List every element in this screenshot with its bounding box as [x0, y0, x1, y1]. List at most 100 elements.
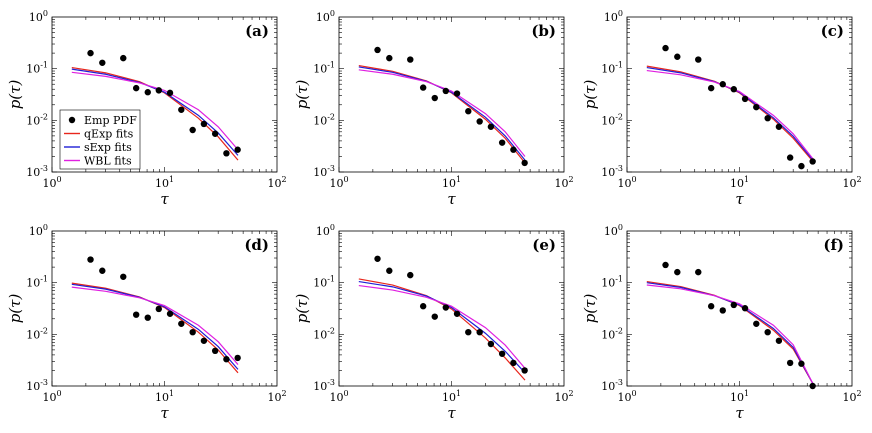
emp-pdf-point	[189, 126, 196, 134]
emp-pdf-point	[662, 261, 669, 269]
emp-pdf-point	[132, 84, 140, 92]
panel-b: 100 101 102 10-3 10-2 10-1 100 τ p(τ) (b)	[293, 9, 574, 208]
y-tick-label: 10-1	[313, 61, 335, 76]
emp-pdf-point	[453, 310, 461, 317]
y-axis-label: p(τ)	[581, 80, 599, 110]
axes-box	[51, 230, 278, 387]
y-tick-label: 10-3	[313, 378, 335, 393]
emp-pdf-point	[132, 311, 140, 318]
fit-line-qexp	[71, 282, 239, 374]
y-tick-label: 10-3	[26, 378, 48, 393]
x-tick-label: 102	[267, 175, 286, 190]
emp-pdf-point	[707, 303, 715, 310]
emp-pdf-point	[99, 59, 106, 66]
emp-pdf-point	[166, 310, 174, 317]
emp-pdf-point	[87, 49, 94, 57]
emp-pdf-point	[775, 123, 783, 130]
emp-pdf-point	[476, 328, 483, 336]
emp-pdf-point	[453, 90, 461, 97]
emp-pdf-point	[730, 301, 738, 309]
emp-pdf-point	[719, 81, 726, 88]
fit-line-sexp	[358, 280, 526, 374]
axis-ticks	[626, 17, 852, 173]
legend-entry: Emp PDF	[84, 114, 137, 127]
x-tick-label: 102	[554, 175, 573, 190]
emp-pdf-point	[120, 54, 127, 62]
emp-pdf-point	[510, 359, 517, 367]
x-tick-label: 101	[155, 389, 174, 404]
emp-pdf-point	[487, 340, 495, 348]
emp-pdf-point	[764, 328, 771, 336]
x-tick-label: 101	[442, 389, 461, 404]
emp-pdf-point	[155, 305, 163, 313]
y-tick-label: 10-1	[26, 61, 48, 76]
panel-a: 100 101 102 10-3 10-2 10-1 100 τ p(τ) (a) Emp PDFq…	[6, 9, 287, 208]
legend-entry: WBL fits	[84, 155, 132, 168]
x-tick-label: 100	[42, 175, 61, 190]
emp-pdf-point	[775, 337, 783, 344]
panel-label: (c)	[821, 22, 844, 40]
emp-pdf-point	[465, 328, 472, 336]
emp-pdf-points	[662, 44, 816, 170]
x-axis-label: τ	[447, 190, 456, 208]
emp-pdf-point	[498, 139, 506, 146]
panel-label: (d)	[244, 236, 269, 254]
y-tick-label: 10-3	[601, 378, 623, 393]
x-tick-label: 102	[842, 389, 861, 404]
y-tick-label: 10-1	[601, 275, 623, 290]
emp-pdf-points	[87, 49, 241, 157]
y-tick-label: 10-1	[601, 61, 623, 76]
emp-pdf-point	[211, 347, 219, 355]
emp-pdf-point	[374, 255, 381, 262]
panel-label: (f)	[823, 236, 844, 254]
emp-pdf-point	[120, 273, 127, 280]
axis-ticks	[626, 231, 852, 387]
x-tick-label: 100	[329, 175, 348, 190]
emp-pdf-point	[431, 313, 438, 320]
y-tick-label: 10-2	[26, 326, 48, 341]
y-tick-label: 10-1	[313, 275, 335, 290]
fit-line-wbl	[646, 69, 814, 160]
emp-pdf-point	[764, 114, 771, 122]
axis-ticks	[338, 17, 564, 173]
emp-pdf-point	[498, 350, 506, 357]
axis-ticks	[51, 17, 277, 173]
x-tick-label: 100	[42, 389, 61, 404]
emp-pdf-point	[234, 146, 241, 153]
emp-pdf-point	[476, 118, 483, 125]
y-tick-label: 100	[316, 223, 335, 238]
panel-d: 100 101 102 10-3 10-2 10-1 100 τ p(τ) (d)	[6, 223, 287, 422]
emp-pdf-point	[695, 268, 702, 276]
emp-pdf-point	[178, 320, 185, 327]
x-axis-label: τ	[160, 404, 169, 422]
panel-c: 100 101 102 10-3 10-2 10-1 100 τ p(τ) (c)	[581, 9, 862, 208]
y-tick-label: 100	[316, 9, 335, 24]
emp-pdf-point	[223, 356, 230, 363]
fit-line-qexp	[646, 65, 814, 162]
emp-pdf-point	[487, 123, 495, 130]
y-tick-label: 100	[604, 223, 623, 238]
emp-pdf-point	[374, 46, 381, 54]
y-tick-label: 100	[604, 9, 623, 24]
panel-e: 100 101 102 10-3 10-2 10-1 100 τ p(τ) (e)	[293, 223, 574, 422]
fit-line-sexp	[71, 283, 239, 370]
y-axis-label: p(τ)	[6, 294, 24, 324]
y-tick-label: 10-3	[26, 164, 48, 179]
emp-pdf-point	[234, 354, 241, 362]
x-tick-label: 100	[617, 175, 636, 190]
emp-pdf-point	[753, 320, 760, 327]
emp-pdf-point	[674, 268, 681, 276]
y-tick-label: 10-2	[26, 112, 48, 127]
emp-pdf-point	[662, 44, 669, 52]
emp-pdf-point	[144, 314, 151, 321]
emp-pdf-point	[809, 158, 816, 165]
y-axis-label: p(τ)	[581, 294, 599, 324]
legend-entry: qExp fits	[84, 128, 134, 141]
legend-marker-emp	[68, 116, 76, 124]
y-tick-label: 10-1	[26, 275, 48, 290]
emp-pdf-points	[374, 255, 528, 374]
emp-pdf-point	[144, 89, 151, 96]
fit-line-sexp	[646, 282, 814, 385]
emp-pdf-point	[155, 87, 163, 94]
fit-line-qexp	[358, 278, 526, 381]
